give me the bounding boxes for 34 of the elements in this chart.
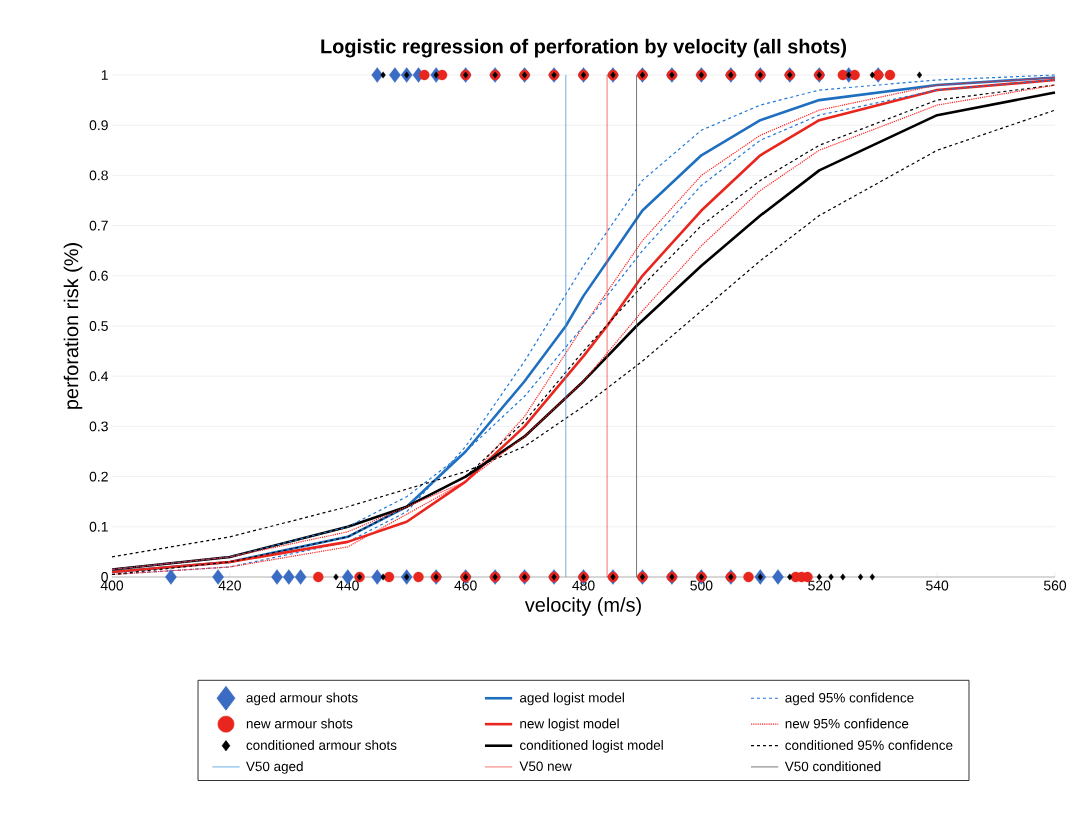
y-tick-label: 0.2: [89, 471, 108, 482]
legend-label: conditioned 95% confidence: [785, 740, 953, 750]
legend-label: conditioned logist model: [520, 740, 663, 753]
legend-label: aged armour shots: [246, 692, 358, 706]
x-tick-label: 480: [572, 580, 595, 591]
y-tick-label: 0.9: [89, 120, 108, 131]
x-tick-label: 500: [690, 580, 713, 591]
y-tick-label: 0.4: [89, 371, 109, 382]
y-tick-label: 1: [101, 70, 108, 80]
y-tick-label: 0.1: [89, 521, 108, 532]
y-axis-title: perforation risk (%): [63, 243, 83, 409]
x-tick-label: 440: [336, 580, 359, 591]
y-tick-label: 0.6: [89, 270, 108, 281]
legend-label: new 95% confidence: [785, 718, 909, 729]
x-tick-label: 540: [926, 580, 949, 591]
legend-label: new logist model: [520, 718, 619, 732]
chart-title: Logistic regression of perforation by velocity (all shots): [321, 38, 847, 58]
x-tick-label: 560: [1043, 580, 1067, 591]
legend-label: conditioned armour shots: [246, 740, 397, 750]
legend-label: V50 new: [519, 761, 572, 771]
y-tick-label: 0.7: [89, 220, 108, 231]
y-tick-label: 0.3: [89, 421, 108, 432]
x-tick-label: 400: [100, 580, 124, 591]
y-tick-label: 0.5: [89, 321, 108, 331]
x-tick-label: 520: [808, 580, 831, 591]
legend-label: V50 aged: [246, 761, 303, 774]
y-tick-label: 0: [101, 572, 108, 582]
legend-label: aged 95% confidence: [785, 692, 914, 706]
x-axis-title: velocity (m/s): [524, 597, 641, 616]
y-tick-label: 0.8: [89, 170, 108, 181]
legend-label: aged logist model: [520, 692, 624, 706]
legend-label: V50 conditioned: [784, 761, 881, 772]
x-tick-label: 420: [218, 580, 241, 591]
legend-label: new armour shots: [246, 718, 353, 729]
